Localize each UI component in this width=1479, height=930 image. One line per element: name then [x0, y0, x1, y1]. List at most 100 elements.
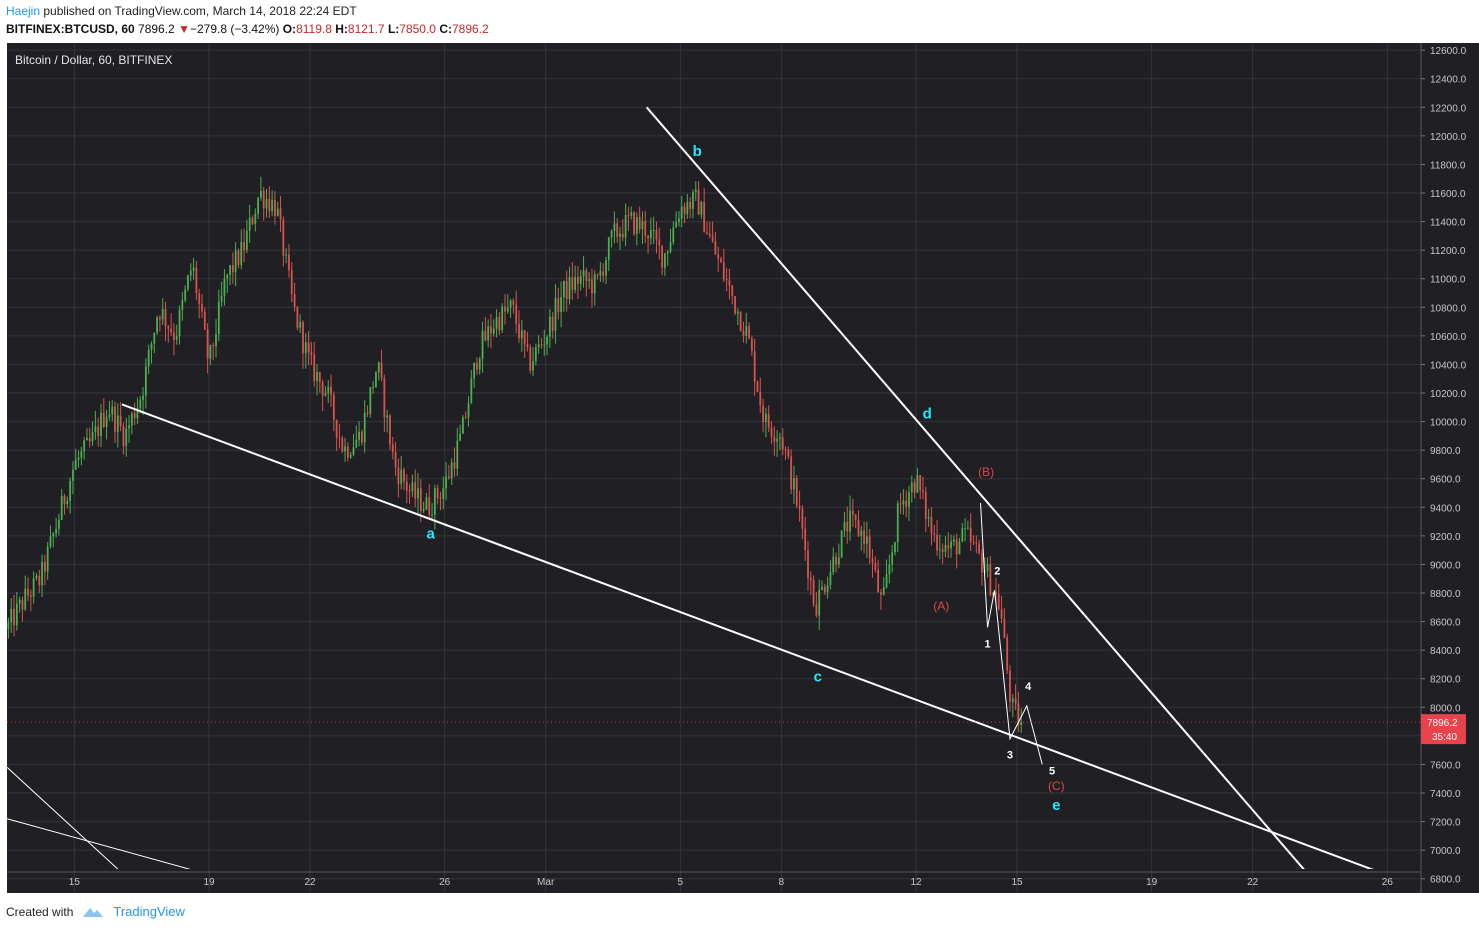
candle-body [164, 309, 167, 327]
candle [997, 583, 1000, 611]
symbol-label: BITFINEX:BTCUSD, 60 [6, 22, 135, 36]
published-text: published on TradingView.com, March 14, … [43, 4, 357, 18]
candle [206, 323, 209, 374]
candle [706, 221, 708, 235]
candle [383, 374, 386, 432]
candle [745, 312, 748, 344]
candle [417, 473, 419, 514]
time-tick-label: 15 [1011, 877, 1023, 888]
candle-body [947, 545, 950, 549]
candle-body [363, 412, 366, 443]
time-tick-label: 19 [203, 877, 215, 888]
candle [591, 268, 593, 308]
candle-body [807, 550, 809, 578]
candle [302, 320, 304, 369]
candle [464, 411, 467, 420]
price-chart[interactable]: 6800.07000.07200.07400.07600.07800.08000… [0, 40, 1479, 896]
candle [91, 421, 94, 446]
candle-body [818, 589, 821, 616]
candle-body [13, 608, 15, 626]
candle-body [122, 426, 125, 447]
candle [986, 557, 989, 578]
candle [790, 449, 793, 495]
candle [447, 464, 450, 480]
candle-body [989, 564, 992, 596]
candle-body [543, 344, 546, 346]
candle [647, 234, 649, 254]
candle-body [66, 500, 69, 505]
candle [13, 594, 15, 637]
candle [257, 196, 259, 219]
candle-body [669, 242, 672, 252]
candle-body [187, 275, 189, 290]
candle [307, 330, 310, 366]
candle-body [526, 343, 529, 347]
candle [125, 417, 128, 457]
candle-body [871, 558, 874, 563]
candle-body [321, 382, 324, 396]
candle [851, 498, 854, 527]
candle [231, 252, 234, 284]
candle [7, 617, 10, 639]
candle-body [638, 217, 641, 230]
candle [952, 535, 955, 547]
candle-body [184, 289, 187, 301]
author-link[interactable]: Haejin [6, 4, 41, 18]
candle-body [198, 293, 201, 304]
candle-body [248, 217, 251, 231]
candle-body [29, 595, 32, 597]
candle-body [327, 386, 330, 394]
candle [498, 311, 501, 336]
candle [554, 284, 557, 344]
tradingview-link[interactable]: TradingView [113, 904, 185, 919]
candle-body [857, 520, 860, 536]
candle-body [27, 588, 29, 596]
candle-body [992, 592, 995, 596]
candle-body [720, 258, 722, 263]
candle-body [428, 497, 431, 515]
candle [557, 287, 560, 320]
candle-body [453, 462, 456, 469]
candle [551, 311, 554, 339]
candle-body [189, 270, 192, 276]
candle [414, 469, 417, 508]
tradingview-logo-icon [83, 907, 104, 917]
candle-body [125, 428, 128, 447]
candle [846, 506, 849, 544]
candle-body [748, 326, 750, 339]
wave-labels: a b c d e (A) (B) (C) 1 2 3 4 5 [426, 143, 1064, 814]
candle-body [804, 528, 807, 551]
candle-body [383, 378, 386, 418]
change-arrow-icon: ▼ [178, 22, 190, 36]
candle [961, 523, 964, 543]
candle-body [173, 332, 175, 340]
candle [871, 549, 874, 578]
candle-body [593, 274, 596, 294]
candle-body [35, 575, 38, 579]
candle [678, 210, 680, 227]
candle-body [967, 527, 969, 529]
candle-body [610, 231, 613, 238]
candle [316, 364, 318, 396]
candle [989, 556, 992, 597]
candle [445, 462, 447, 501]
candle-body [734, 296, 736, 314]
candle [41, 554, 43, 598]
candle [187, 274, 189, 292]
candle-body [809, 577, 812, 581]
candle [972, 535, 975, 546]
candle-body [633, 212, 635, 235]
candle [375, 371, 377, 388]
candle-body [711, 235, 714, 242]
candle [327, 379, 330, 403]
open-label: O: [282, 22, 297, 36]
candle-body [72, 469, 74, 481]
candle-body [324, 393, 327, 396]
candle [310, 341, 313, 365]
price-tick-label: 7200.0 [1430, 818, 1461, 829]
candle [950, 534, 952, 558]
candle-body [178, 309, 181, 337]
candle-body [285, 254, 288, 256]
candle-body [661, 245, 663, 268]
candle-body [245, 230, 248, 250]
